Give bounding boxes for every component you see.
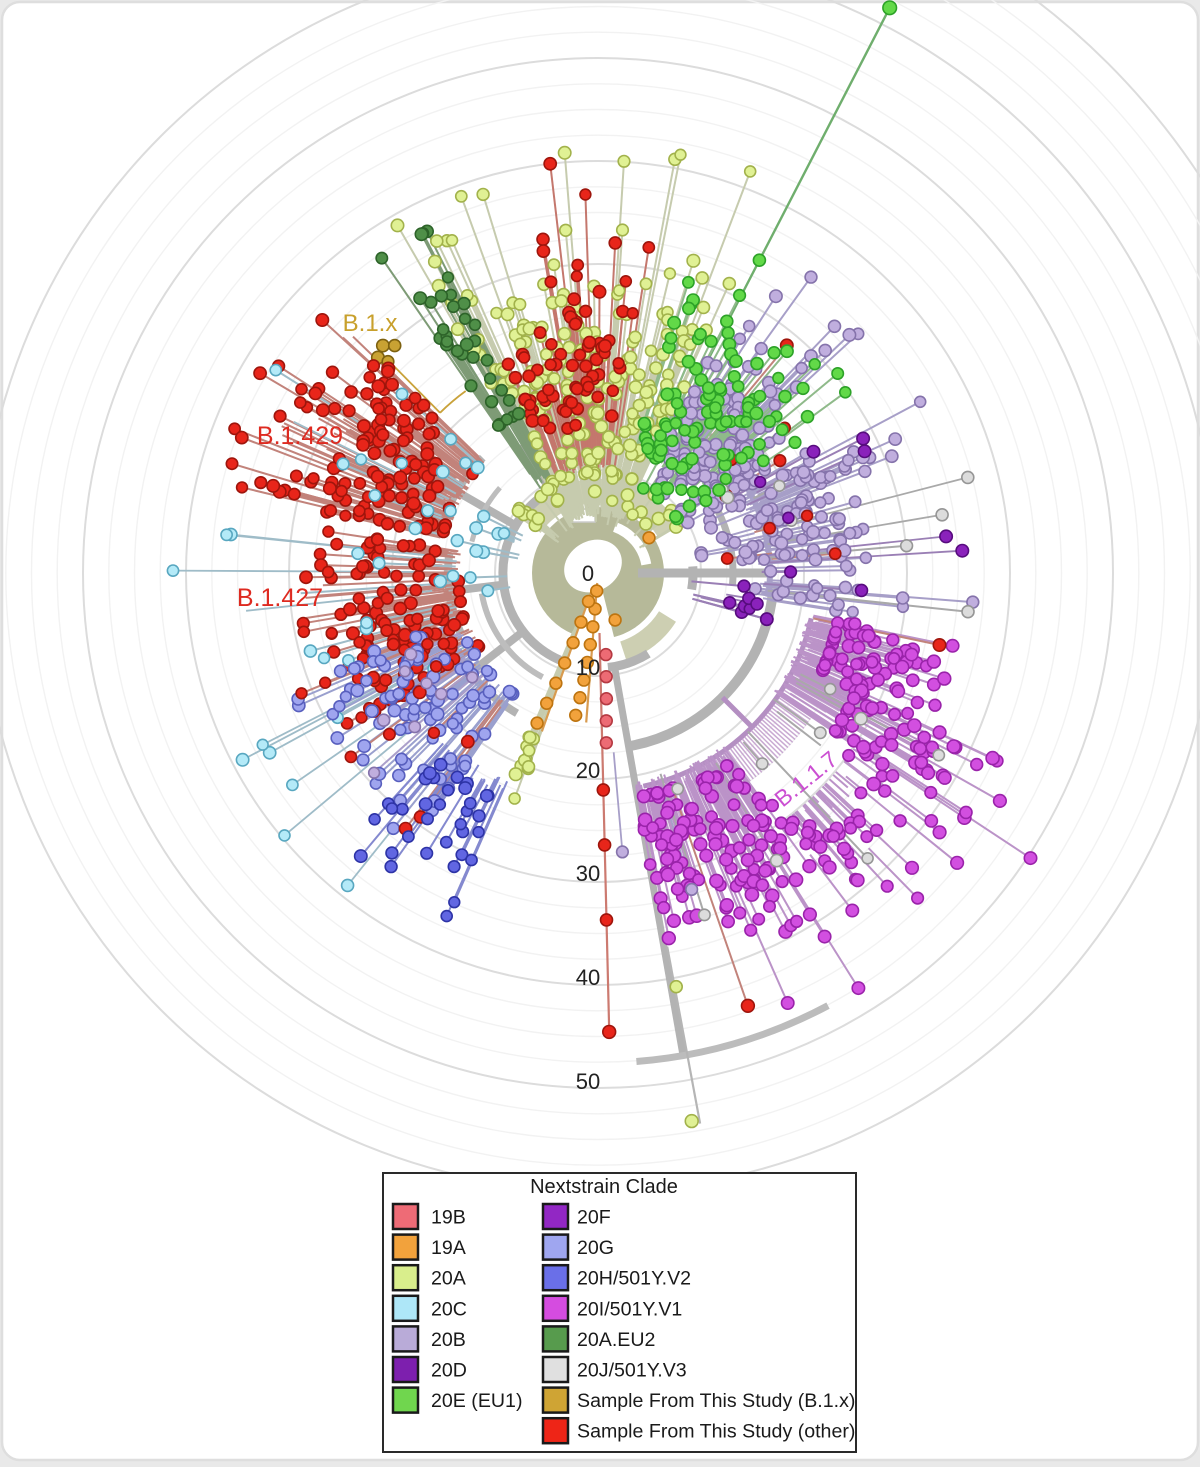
svg-text:Nextstrain Clade: Nextstrain Clade [530,1176,678,1198]
svg-text:0: 0 [582,561,594,586]
svg-text:20G: 20G [577,1237,614,1259]
svg-text:50: 50 [576,1069,600,1094]
svg-text:20E (EU1): 20E (EU1) [431,1390,522,1412]
svg-text:20B: 20B [431,1329,466,1351]
svg-text:20A.EU2: 20A.EU2 [577,1329,655,1351]
svg-text:B.1.427: B.1.427 [237,584,323,612]
svg-text:19A: 19A [431,1237,467,1259]
svg-text:19B: 19B [431,1207,466,1229]
svg-text:20: 20 [576,758,600,783]
svg-text:20A: 20A [431,1268,467,1290]
svg-text:B.1.x: B.1.x [343,310,398,337]
svg-text:20J/501Y.V3: 20J/501Y.V3 [577,1360,687,1382]
svg-text:20I/501Y.V1: 20I/501Y.V1 [577,1298,682,1320]
svg-text:20F: 20F [577,1207,611,1229]
svg-text:20D: 20D [431,1360,467,1382]
svg-text:10: 10 [576,655,600,680]
svg-text:20C: 20C [431,1298,467,1320]
svg-text:20H/501Y.V2: 20H/501Y.V2 [577,1268,691,1290]
svg-text:40: 40 [576,965,600,990]
svg-text:Sample From This Study (B.1.x): Sample From This Study (B.1.x) [577,1390,855,1412]
svg-text:B.1.429: B.1.429 [257,422,343,450]
svg-text:Sample From This Study (other): Sample From This Study (other) [577,1421,855,1443]
svg-text:30: 30 [576,861,600,886]
